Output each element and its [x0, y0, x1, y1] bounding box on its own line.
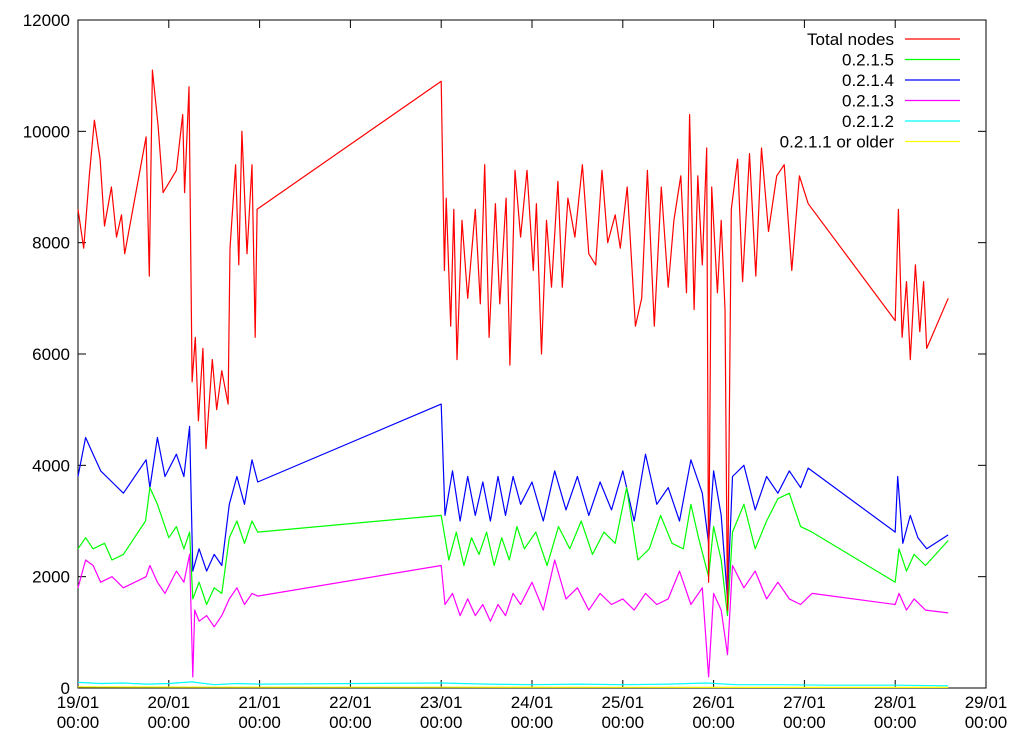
- y-tick-label: 2000: [32, 568, 70, 587]
- y-tick-label: 8000: [32, 234, 70, 253]
- x-tick-label-time: 00:00: [238, 713, 281, 732]
- series-line-0-2-1-1-or-older: [77, 686, 949, 688]
- series-line-0-2-1-5: [77, 487, 949, 617]
- x-tick-label-date: 28/01: [874, 693, 917, 712]
- x-tick-label-time: 00:00: [602, 713, 645, 732]
- axis-ticks: 02000400060008000100001200019/0100:0020/…: [23, 11, 1008, 732]
- x-tick-label-time: 00:00: [57, 713, 100, 732]
- series-line-0-2-1-3: [77, 553, 949, 678]
- x-tick-label-date: 25/01: [602, 693, 645, 712]
- y-tick-label: 10000: [23, 122, 70, 141]
- series-line-0-2-1-4: [77, 403, 949, 600]
- legend-label: 0.2.1.2: [842, 112, 894, 131]
- series-lines: [77, 69, 949, 688]
- series-line-total-nodes: [77, 69, 949, 611]
- series-line-0-2-1-2: [77, 681, 949, 687]
- x-tick-label-time: 00:00: [692, 713, 735, 732]
- y-tick-label: 0: [61, 679, 70, 698]
- x-tick-label-time: 00:00: [783, 713, 826, 732]
- x-tick-label-date: 27/01: [783, 693, 826, 712]
- y-tick-label: 12000: [23, 11, 70, 30]
- x-tick-label-time: 00:00: [329, 713, 372, 732]
- x-tick-label-time: 00:00: [965, 713, 1008, 732]
- legend-label: 0.2.1.4: [842, 71, 894, 90]
- x-tick-label-date: 29/01: [965, 693, 1008, 712]
- legend-label: 0.2.1.1 or older: [780, 133, 895, 152]
- legend: Total nodes 0.2.1.50.2.1.4 0.2.1.30.2.1.2 0…: [780, 30, 960, 152]
- x-tick-label-time: 00:00: [148, 713, 191, 732]
- x-tick-label-date: 22/01: [329, 693, 372, 712]
- y-tick-label: 6000: [32, 345, 70, 364]
- x-tick-label-time: 00:00: [511, 713, 554, 732]
- x-tick-label-date: 21/01: [238, 693, 281, 712]
- x-tick-label-date: 19/01: [57, 693, 100, 712]
- legend-label: Total nodes: [807, 30, 894, 49]
- y-tick-label: 4000: [32, 456, 70, 475]
- x-tick-label-date: 20/01: [148, 693, 191, 712]
- legend-label: 0.2.1.3: [842, 92, 894, 111]
- x-tick-label-date: 23/01: [420, 693, 463, 712]
- x-tick-label-time: 00:00: [420, 713, 463, 732]
- x-tick-label-date: 24/01: [511, 693, 554, 712]
- x-tick-label-date: 26/01: [692, 693, 735, 712]
- x-tick-label-time: 00:00: [874, 713, 917, 732]
- legend-label: 0.2.1.5: [842, 51, 894, 70]
